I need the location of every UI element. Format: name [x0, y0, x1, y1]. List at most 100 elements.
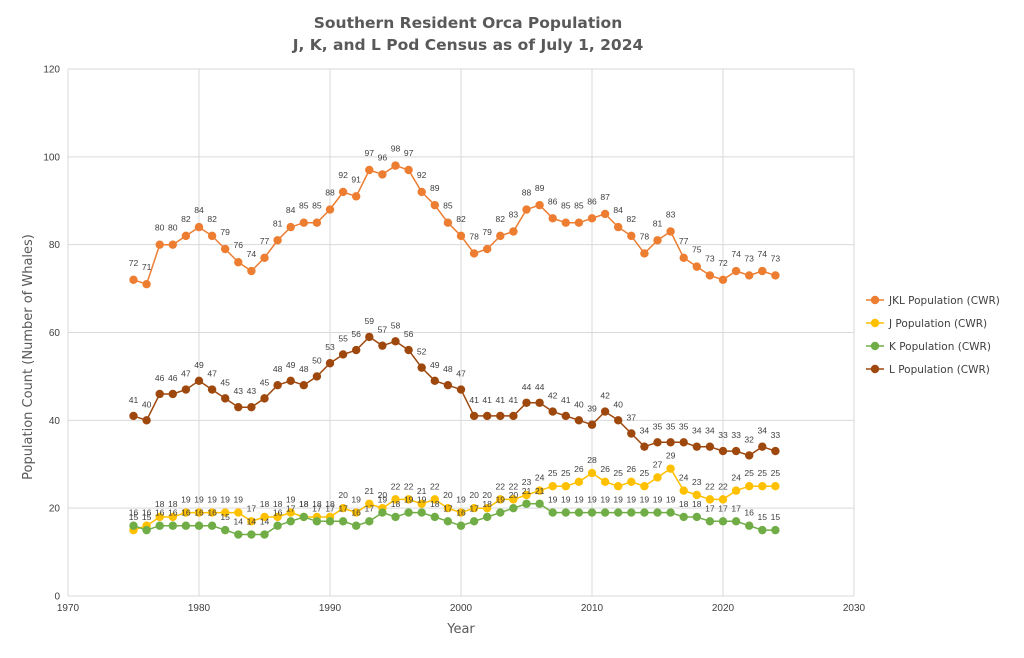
- data-point: [705, 442, 715, 451]
- data-label: 72: [129, 258, 139, 268]
- data-point: [430, 200, 439, 210]
- data-point: [352, 345, 361, 355]
- data-label: 19: [378, 495, 388, 505]
- data-label: 46: [155, 373, 165, 383]
- data-label: 19: [456, 495, 466, 505]
- data-label: 16: [168, 508, 178, 518]
- data-point: [535, 499, 544, 508]
- data-label: 73: [744, 253, 754, 263]
- data-point: [561, 508, 570, 517]
- data-label: 20: [482, 490, 492, 500]
- data-label: 20: [509, 490, 519, 500]
- legend: JKL Population (CWR) J Population (CWR) K …: [866, 295, 1000, 376]
- data-label: 49: [194, 360, 204, 370]
- data-point: [771, 271, 780, 280]
- data-point: [666, 438, 675, 447]
- data-point: [352, 192, 361, 201]
- x-tick-label: 2020: [712, 603, 735, 614]
- data-label: 73: [705, 253, 715, 263]
- data-label: 17: [718, 503, 728, 513]
- data-point: [614, 222, 623, 232]
- data-label: 92: [417, 170, 427, 180]
- data-label: 85: [561, 201, 571, 211]
- data-point: [745, 451, 754, 460]
- x-tick-label: 1990: [319, 603, 342, 614]
- data-label: 86: [548, 196, 558, 206]
- data-point: [771, 525, 780, 535]
- data-point: [574, 416, 584, 425]
- data-point: [745, 521, 754, 530]
- data-point: [509, 495, 518, 504]
- data-label: 33: [731, 430, 741, 440]
- x-tick-label: 2010: [581, 603, 604, 614]
- data-point: [771, 482, 780, 491]
- data-label: 84: [194, 205, 204, 215]
- data-point: [561, 411, 570, 421]
- y-tick-label: 60: [49, 328, 61, 339]
- data-point: [587, 420, 597, 429]
- data-point: [522, 205, 531, 214]
- x-tick-label: 2000: [450, 603, 473, 614]
- data-point: [365, 499, 374, 508]
- data-point: [129, 275, 138, 284]
- data-point: [509, 411, 518, 421]
- data-point: [666, 508, 675, 517]
- data-point: [168, 240, 177, 249]
- data-point: [705, 495, 715, 504]
- data-label: 25: [744, 468, 754, 478]
- data-point: [443, 381, 453, 390]
- data-label: 45: [220, 377, 230, 387]
- data-label: 26: [600, 464, 610, 474]
- data-label: 25: [613, 468, 623, 478]
- data-label: 18: [312, 499, 322, 509]
- data-point: [718, 446, 728, 456]
- data-label: 85: [299, 201, 309, 211]
- data-label: 57: [378, 325, 388, 335]
- data-label: 41: [129, 395, 139, 405]
- data-point: [430, 495, 439, 504]
- data-point: [273, 236, 282, 245]
- data-point: [181, 521, 191, 530]
- data-label: 17: [312, 503, 322, 513]
- data-point: [758, 266, 767, 276]
- data-point: [731, 486, 741, 495]
- data-label: 20: [443, 490, 453, 500]
- data-label: 18: [692, 499, 702, 509]
- legend-label: J Population (CWR): [888, 318, 987, 330]
- data-label: 82: [207, 214, 217, 224]
- data-label: 15: [142, 512, 152, 522]
- data-point: [614, 416, 623, 425]
- data-label: 26: [627, 464, 637, 474]
- data-label: 59: [365, 316, 375, 326]
- data-point: [653, 438, 662, 447]
- data-label: 56: [404, 329, 414, 339]
- data-label: 89: [430, 183, 440, 193]
- data-point: [469, 517, 479, 526]
- series-line: [133, 335, 776, 457]
- data-point: [312, 372, 322, 381]
- data-point: [548, 508, 557, 517]
- data-label: 85: [312, 201, 322, 211]
- data-label: 34: [758, 426, 768, 436]
- data-label: 17: [247, 503, 257, 513]
- data-point: [338, 517, 348, 526]
- x-tick-label: 1970: [57, 603, 80, 614]
- data-point: [404, 165, 413, 175]
- data-label: 22: [509, 481, 519, 491]
- data-label: 47: [456, 369, 466, 379]
- data-label: 47: [207, 369, 217, 379]
- data-point: [574, 477, 584, 487]
- data-label: 33: [718, 430, 728, 440]
- data-point: [679, 512, 688, 522]
- data-label: 17: [705, 503, 715, 513]
- data-point: [640, 249, 649, 258]
- data-point: [378, 341, 387, 350]
- data-label: 82: [496, 214, 506, 224]
- data-label: 21: [365, 486, 375, 496]
- y-tick-label: 0: [54, 592, 60, 603]
- data-label: 48: [443, 364, 453, 374]
- data-point: [731, 517, 741, 526]
- x-axis-label: Year: [446, 622, 475, 637]
- data-point: [391, 161, 400, 170]
- data-label: 24: [731, 473, 741, 483]
